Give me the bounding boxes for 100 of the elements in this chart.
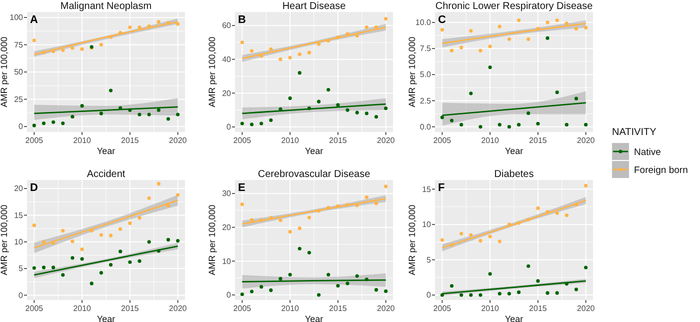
point: [440, 28, 444, 32]
point: [574, 96, 578, 100]
point: [584, 122, 588, 126]
annotation: C: [438, 14, 446, 26]
point: [355, 204, 359, 208]
point: [147, 240, 151, 244]
y-tick-label: 10.0: [415, 18, 432, 28]
point: [526, 264, 530, 268]
point: [70, 240, 74, 244]
point: [70, 256, 74, 260]
y-tick-label: 0.0: [420, 122, 432, 132]
point: [507, 37, 512, 41]
point: [564, 122, 568, 126]
y-tick-label: 10: [422, 220, 432, 230]
y-tick-label: 0: [18, 122, 24, 132]
point: [61, 228, 65, 232]
point: [536, 206, 540, 210]
point: [90, 282, 94, 286]
y-tick-label: 40: [222, 54, 232, 64]
point: [574, 26, 578, 30]
point: [336, 284, 340, 288]
y-tick-label: 30: [222, 189, 232, 198]
point: [440, 116, 444, 120]
point: [128, 25, 132, 30]
point: [469, 293, 473, 297]
point: [507, 124, 512, 129]
point: [346, 32, 350, 36]
point: [250, 122, 254, 126]
point: [128, 108, 132, 112]
x-tick-label: 2020: [576, 304, 596, 313]
point: [90, 228, 94, 232]
point: [374, 202, 378, 206]
point: [118, 30, 122, 35]
point: [336, 204, 340, 208]
x-axis-title: Year: [96, 146, 116, 156]
point: [156, 249, 160, 253]
point: [346, 108, 350, 112]
point: [176, 239, 180, 243]
point: [32, 266, 36, 270]
x-axis-title: Year: [96, 314, 116, 322]
point: [250, 218, 254, 222]
point: [450, 284, 454, 288]
point: [326, 272, 330, 276]
point: [298, 71, 302, 75]
point: [307, 250, 312, 254]
y-tick-label: 10: [222, 256, 232, 266]
point: [546, 291, 550, 295]
point: [108, 263, 113, 267]
point: [536, 279, 540, 283]
point: [555, 211, 559, 215]
x-tick-label: 2005: [233, 136, 252, 145]
point: [156, 182, 160, 186]
y-tick-label: 15: [14, 210, 24, 220]
x-tick-label: 2010: [481, 304, 500, 313]
point: [138, 216, 142, 220]
point: [516, 290, 521, 294]
y-tick-label: 5: [426, 255, 432, 264]
x-tick-label: 2015: [529, 136, 548, 145]
point: [498, 240, 502, 244]
point: [478, 293, 482, 297]
legend-title: NATIVITY: [612, 127, 657, 138]
point: [269, 47, 273, 51]
point: [288, 230, 292, 234]
x-tick-label: 2020: [168, 136, 188, 145]
point: [108, 35, 113, 39]
point: [478, 48, 482, 52]
point: [374, 288, 378, 292]
point: [138, 112, 142, 116]
point: [166, 204, 170, 208]
point: [80, 248, 84, 252]
point: [364, 278, 368, 282]
point: [460, 122, 464, 126]
x-tick-label: 2005: [25, 304, 44, 313]
point: [526, 218, 530, 222]
annotation: F: [438, 182, 445, 194]
point: [326, 88, 330, 92]
point: [355, 110, 359, 114]
chart-title: Cerebrovascular Disease: [258, 169, 371, 180]
x-tick-label: 2010: [281, 304, 300, 313]
annotation: E: [238, 182, 246, 194]
point: [118, 227, 122, 231]
x-axis-title: Year: [504, 146, 524, 156]
point: [240, 122, 244, 126]
point: [52, 241, 56, 245]
point: [564, 214, 568, 218]
point: [42, 240, 46, 244]
point: [374, 114, 378, 119]
y-tick-label: 100: [10, 13, 24, 22]
point: [307, 106, 312, 110]
point: [316, 42, 321, 46]
point: [460, 232, 464, 236]
point: [269, 118, 273, 122]
point: [260, 285, 264, 289]
point: [316, 208, 321, 213]
point: [278, 218, 282, 222]
point: [80, 47, 84, 51]
point: [128, 260, 132, 264]
point: [440, 293, 444, 297]
point: [584, 26, 588, 30]
chart-title: Heart Disease: [282, 1, 346, 12]
